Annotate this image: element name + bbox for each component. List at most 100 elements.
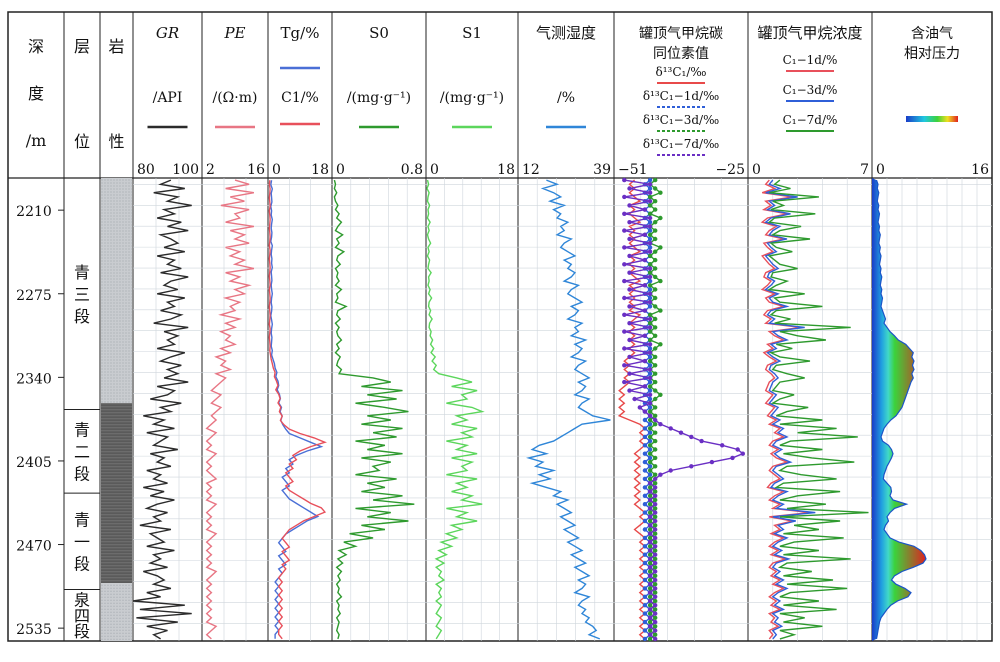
scale-max-label: 16 xyxy=(971,162,989,178)
isotope-point xyxy=(653,325,658,330)
isotope-point xyxy=(653,544,658,549)
isotope-point xyxy=(653,590,658,595)
isotope-point xyxy=(653,560,658,566)
isotope-point xyxy=(658,215,663,221)
curve-C1-3d xyxy=(764,179,816,640)
isotope-point xyxy=(647,354,653,360)
curve-C1-7d xyxy=(767,179,869,640)
isotope-point xyxy=(709,459,715,465)
isotope-point xyxy=(653,615,658,620)
isotope-point xyxy=(647,312,653,317)
isotope-point xyxy=(658,392,663,397)
isotope-point xyxy=(647,224,653,229)
scale-max-label: 18 xyxy=(497,162,515,178)
isotope-point xyxy=(642,594,648,599)
curve-C1-1d xyxy=(760,179,811,640)
isotope-point xyxy=(642,308,648,313)
isotope-point xyxy=(642,544,648,549)
isotope-point xyxy=(647,603,653,608)
isotope-point xyxy=(647,544,653,549)
lithology-zone xyxy=(101,403,132,584)
isotope-point xyxy=(627,371,632,376)
isotope-point xyxy=(647,607,653,612)
isotope-point xyxy=(647,194,653,200)
scale-max-label: 100 xyxy=(172,162,199,178)
isotope-point xyxy=(653,413,658,418)
isotope-point xyxy=(642,358,648,364)
depth-tick-label: 2470 xyxy=(16,539,52,555)
isotope-point xyxy=(647,586,653,591)
isotope-point xyxy=(653,527,658,532)
lithology-header-text: 岩 xyxy=(108,37,124,56)
isotope-point xyxy=(653,607,658,612)
isotope-point xyxy=(647,489,653,494)
isotope-point xyxy=(653,228,658,233)
isotope-point xyxy=(627,321,632,326)
isotope-point xyxy=(647,232,653,237)
isotope-point xyxy=(642,527,648,532)
track-title: S1 xyxy=(462,24,482,42)
depth-tick-label: 2535 xyxy=(16,622,52,638)
isotope-point xyxy=(653,489,658,494)
isotope-point xyxy=(653,548,658,553)
isotope-point xyxy=(647,476,653,482)
isotope-point xyxy=(653,304,658,309)
isotope-point xyxy=(647,278,653,284)
isotope-point xyxy=(653,594,658,599)
isotope-point xyxy=(647,539,653,545)
isotope-point xyxy=(642,569,648,574)
isotope-point xyxy=(647,392,653,397)
isotope-point xyxy=(647,379,653,385)
isotope-point xyxy=(647,220,653,225)
track-title: GR xyxy=(156,24,179,42)
isotope-point xyxy=(647,443,653,448)
depth-header-text: 度 xyxy=(28,84,44,103)
isotope-point xyxy=(647,569,653,574)
isotope-point xyxy=(658,190,663,195)
isotope-point xyxy=(647,624,653,629)
isotope-point xyxy=(642,283,648,288)
isotope-point xyxy=(653,514,658,519)
scale-max-label: 0.8 xyxy=(401,162,423,178)
isotope-point xyxy=(668,426,673,431)
isotope-point xyxy=(622,245,627,250)
isotope-point xyxy=(647,291,653,296)
scale-min-label: 0 xyxy=(752,162,761,178)
isotope-point xyxy=(627,236,632,242)
isotope-point xyxy=(653,354,658,360)
legend-entry: δ¹³C₁−1d/‰ xyxy=(643,89,719,103)
isotope-point xyxy=(647,493,653,498)
track-unit: /(mg·g⁻¹) xyxy=(440,90,504,106)
isotope-point xyxy=(647,577,653,583)
isotope-point xyxy=(653,371,658,376)
isotope-point xyxy=(627,220,632,225)
isotope-point xyxy=(647,472,653,477)
isotope-point xyxy=(647,510,653,515)
isotope-point xyxy=(653,569,658,574)
isotope-point xyxy=(622,211,627,216)
formation-label: 四 xyxy=(74,606,90,625)
scale-max-label: 7 xyxy=(860,162,869,178)
isotope-point xyxy=(642,333,648,338)
formation-label: 二 xyxy=(74,442,90,461)
isotope-point xyxy=(622,262,627,267)
isotope-point xyxy=(658,245,663,250)
formation-header-text: 位 xyxy=(74,132,90,151)
isotope-point xyxy=(653,333,658,338)
depth-tick-label: 2340 xyxy=(16,371,52,387)
curve-湿度 xyxy=(525,179,611,640)
isotope-point xyxy=(642,434,648,440)
scale-min-label: 12 xyxy=(522,162,540,178)
isotope-point xyxy=(653,472,658,477)
isotope-point xyxy=(627,253,632,259)
isotope-point xyxy=(642,577,648,583)
isotope-point xyxy=(642,586,648,591)
isotope-point xyxy=(642,628,648,633)
isotope-point xyxy=(647,241,653,246)
isotope-point xyxy=(653,586,658,591)
isotope-point xyxy=(653,388,658,393)
isotope-point xyxy=(647,316,653,322)
isotope-point xyxy=(642,257,648,263)
isotope-point xyxy=(647,527,653,532)
isotope-point xyxy=(730,455,735,461)
